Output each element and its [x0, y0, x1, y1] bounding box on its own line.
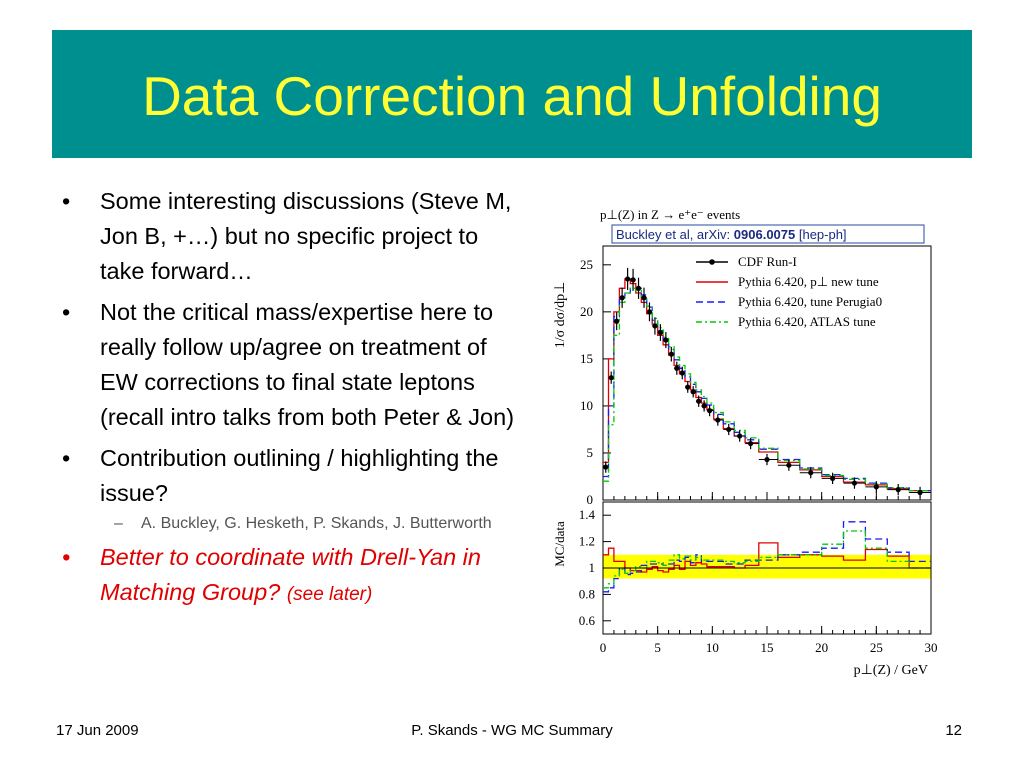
title-bar: Data Correction and Unfolding	[52, 30, 972, 158]
data-point	[614, 318, 620, 324]
data-point	[726, 426, 732, 433]
data-point	[830, 475, 836, 481]
data-point	[851, 480, 858, 486]
bullet-item: • Contribution outlining / highlighting …	[62, 441, 522, 534]
y-axis-label-bottom: MC/data	[552, 521, 567, 567]
data-point	[748, 440, 754, 447]
bullet-text: Some interesting discussions (Steve M, J…	[100, 188, 512, 284]
sub-bullet-item: – A. Buckley, G. Hesketh, P. Skands, J. …	[100, 513, 522, 534]
data-point	[668, 351, 674, 357]
data-point	[630, 277, 636, 283]
data-point	[625, 276, 631, 282]
bullet-text: Not the critical mass/expertise here to …	[100, 299, 515, 430]
data-point	[603, 464, 609, 470]
data-point	[679, 370, 685, 376]
data-point	[685, 384, 691, 390]
data-point	[707, 408, 713, 414]
data-point	[696, 398, 702, 404]
data-point	[652, 323, 658, 329]
data-point	[690, 389, 696, 395]
y-tick-label-bottom: 0.6	[579, 613, 596, 628]
bullet-note: (see later)	[286, 584, 373, 605]
ratio-histogram-line	[603, 530, 931, 589]
y-tick-label-top: 5	[587, 445, 594, 460]
annotation-prefix: Buckley et al, arXiv:	[616, 227, 734, 242]
bullet-marker: •	[62, 544, 71, 570]
data-point	[701, 403, 707, 409]
legend-label: CDF Run-I	[738, 254, 797, 269]
y-axis-label-top: 1/σ dσ/dp⊥	[553, 282, 568, 349]
data-point	[663, 337, 669, 343]
x-tick-label: 20	[815, 640, 828, 655]
y-tick-label-top: 10	[580, 398, 593, 413]
data-point	[608, 375, 614, 381]
bullet-item: • Not the critical mass/expertise here t…	[62, 295, 522, 435]
annotation-arxiv-id: 0906.0075	[734, 227, 795, 242]
bullet-marker: •	[62, 445, 71, 471]
footer-presenter: P. Skands - WG MC Summary	[411, 722, 613, 739]
y-tick-label-top: 0	[587, 492, 594, 507]
y-tick-label-bottom: 1.4	[579, 507, 596, 522]
data-point	[674, 365, 680, 371]
data-point	[737, 433, 743, 439]
x-tick-label: 0	[600, 640, 607, 655]
footer-page-number: 12	[945, 722, 962, 739]
x-axis-label: p⊥(Z) / GeV	[854, 663, 928, 678]
footer-date: 17 Jun 2009	[56, 722, 139, 739]
pt-z-distribution-figure: p⊥(Z) in Z → e⁺e⁻ events Buckley et al, …	[552, 207, 938, 678]
x-tick-label: 10	[706, 640, 719, 655]
sub-bullet-marker: –	[114, 515, 123, 532]
ratio-histogram-line	[603, 521, 931, 593]
x-tick-label: 15	[761, 640, 774, 655]
bullet-item-highlight: • Better to coordinate with Drell-Yan in…	[62, 540, 522, 612]
bullet-marker: •	[62, 299, 71, 325]
slide-title: Data Correction and Unfolding	[142, 65, 882, 127]
y-tick-label-top: 20	[580, 304, 593, 319]
data-point	[808, 470, 814, 476]
data-point	[873, 484, 879, 490]
data-point	[635, 285, 642, 291]
x-tick-label: 25	[870, 640, 883, 655]
legend-label: Pythia 6.420, ATLAS tune	[738, 314, 876, 329]
legend-label: Pythia 6.420, p⊥ new tune	[738, 274, 879, 289]
data-point	[619, 295, 625, 301]
y-tick-label-bottom: 1.2	[579, 534, 595, 549]
data-point	[641, 295, 647, 301]
legend-label: Pythia 6.420, tune Perugia0	[738, 294, 882, 309]
bullet-marker: •	[62, 188, 71, 214]
data-point	[657, 329, 663, 336]
data-point	[895, 487, 901, 493]
y-tick-label-top: 25	[580, 257, 593, 272]
y-tick-label-bottom: 1	[589, 560, 596, 575]
bullet-list: • Some interesting discussions (Steve M,…	[62, 184, 522, 618]
data-point	[786, 462, 792, 468]
x-tick-label: 5	[654, 640, 661, 655]
annotation-suffix: [hep-ph]	[795, 227, 846, 242]
annotation-box: Buckley et al, arXiv: 0906.0075 [hep-ph]	[611, 224, 925, 244]
y-tick-label-top: 15	[580, 351, 593, 366]
legend-marker	[709, 259, 715, 265]
sub-bullet-list: – A. Buckley, G. Hesketh, P. Skands, J. …	[100, 513, 522, 534]
x-tick-label: 30	[925, 640, 938, 655]
bullet-item: • Some interesting discussions (Steve M,…	[62, 184, 522, 289]
sub-bullet-text: A. Buckley, G. Hesketh, P. Skands, J. Bu…	[141, 515, 492, 532]
svg-text:Buckley et al, arXiv: 0906.007: Buckley et al, arXiv: 0906.0075 [hep-ph]	[616, 227, 847, 242]
chart-title: p⊥(Z) in Z → e⁺e⁻ events	[600, 207, 740, 222]
data-point	[715, 417, 721, 423]
data-point	[917, 489, 923, 496]
y-tick-label-bottom: 0.8	[579, 586, 595, 601]
bullet-text: Contribution outlining / highlighting th…	[100, 445, 499, 506]
data-point	[764, 456, 770, 463]
bullet-text-highlight: Better to coordinate with Drell-Yan in M…	[100, 544, 481, 605]
data-point	[646, 309, 653, 315]
